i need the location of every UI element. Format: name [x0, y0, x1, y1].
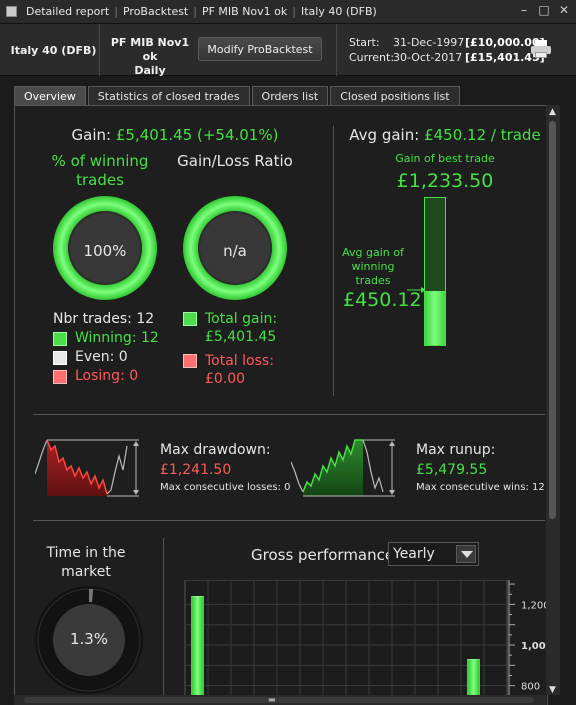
gain-loss-ratio-title: Gain/Loss Ratio [177, 152, 293, 170]
period-select-value: Yearly [393, 546, 435, 562]
gain-summary: Gain: £5,401.45 (+54.01%) [15, 126, 335, 144]
winning-legend-swatch [53, 331, 67, 346]
time-in-market-title: Time in the market [46, 545, 126, 580]
avg-winning-value: £450.12 [343, 289, 422, 311]
printer-icon[interactable] [531, 40, 551, 58]
max-consecutive-wins: Max consecutive wins: 12 [416, 482, 545, 493]
scroll-down-icon[interactable]: ▼ [549, 685, 556, 695]
winning-trades-value: 100% [83, 242, 127, 260]
gain-label: Gain: [71, 126, 112, 144]
modify-probacktest-button[interactable]: Modify ProBacktest [198, 37, 322, 61]
runup-mini-chart [291, 439, 395, 497]
title-segment: ProBacktest [122, 5, 189, 18]
current-capital: [£15,401.45] [465, 51, 545, 64]
minimize-icon[interactable]: – [521, 3, 527, 17]
max-runup-label: Max runup: [416, 442, 496, 458]
tab-closed-positions-list[interactable]: Closed positions list [330, 86, 460, 106]
overview-panel: Gain: £5,401.45 (+54.01%) % of winning t… [14, 105, 548, 705]
header-divider [336, 24, 337, 76]
total-gain-value: £5,401.45 [205, 329, 277, 345]
gross-performance-chart: 1,200 1,000 800 [184, 580, 548, 705]
section-divider [33, 414, 545, 415]
report-header: Italy 40 (DFB) PF MIB Nov1 ok Daily Modi… [0, 24, 576, 78]
y-tick-label: 1,000 [521, 641, 548, 652]
app-icon [6, 6, 17, 17]
gain-loss-value: n/a [223, 242, 247, 260]
report-tabs: Overview Statistics of closed trades Ord… [14, 86, 462, 106]
horizontal-scrollbar[interactable]: ▬ [14, 695, 546, 705]
winning-count: Winning: 12 [75, 330, 159, 346]
max-drawdown-label: Max drawdown: [160, 442, 271, 458]
strategy-name: PF MIB Nov1 ok [110, 36, 190, 63]
y-tick-label: 800 [521, 682, 540, 693]
winning-trades-ring [53, 196, 157, 300]
tab-overview[interactable]: Overview [14, 86, 86, 106]
max-consecutive-losses: Max consecutive losses: 0 [160, 482, 291, 493]
section-divider [33, 520, 545, 521]
scroll-thumb[interactable] [24, 697, 534, 703]
max-drawdown-value: £1,241.50 [160, 462, 232, 478]
date-range: Start: 31-Dec-1997 [£10,000.00] Current:… [349, 35, 545, 65]
title-segment: PF MIB Nov1 ok [201, 5, 288, 18]
title-segment: Italy 40 (DFB) [301, 5, 377, 18]
performance-bar[interactable] [191, 596, 204, 705]
time-in-market-ring [35, 586, 143, 694]
even-legend-swatch [53, 350, 67, 365]
close-icon[interactable]: ✕ [558, 3, 570, 17]
scroll-up-icon[interactable]: ▲ [549, 107, 556, 117]
section-divider [163, 538, 164, 705]
drawdown-mini-chart [35, 439, 139, 497]
nbr-trades: Nbr trades: 12 [53, 311, 155, 327]
max-runup-value: £5,479.55 [416, 462, 488, 478]
current-date: 30-Oct-2017 [393, 51, 463, 64]
maximize-icon[interactable]: □ [538, 3, 550, 17]
start-capital: [£10,000.00] [465, 36, 545, 49]
losing-count: Losing: 0 [75, 368, 139, 384]
tab-orders-list[interactable]: Orders list [251, 86, 329, 106]
best-trade-value: £1,233.50 [396, 170, 494, 192]
gross-performance-title: Gross performance [251, 546, 395, 564]
title-segment: Detailed report [26, 5, 110, 18]
avg-winning-label: Avg gain of winning trades [342, 246, 404, 287]
total-gain-label: Total gain: [205, 311, 278, 327]
total-gain-swatch [183, 312, 197, 326]
start-date: 31-Dec-1997 [393, 36, 465, 49]
losing-legend-swatch [53, 369, 67, 384]
total-loss-label: Total loss: [205, 353, 274, 369]
avg-pointer-arrow-icon [407, 287, 426, 293]
best-trade-label: Gain of best trade [395, 152, 495, 165]
avg-gain: Avg gain: £450.12 / trade [345, 126, 545, 144]
section-divider [333, 126, 334, 396]
period-select[interactable]: Yearly [388, 542, 479, 566]
start-label: Start: [349, 36, 380, 49]
instrument-name: Italy 40 (DFB) [8, 24, 100, 76]
gain-loss-totals: Total gain: £5,401.45 Total loss: £0.00 [183, 310, 277, 388]
performance-bar[interactable] [467, 659, 480, 705]
avg-gain-label: Avg gain: [349, 126, 420, 144]
strategy-info: PF MIB Nov1 ok Daily [104, 36, 196, 78]
title-bar: Detailed report | ProBacktest | PF MIB Nov… [0, 0, 576, 24]
window-controls: – □ ✕ [518, 3, 570, 17]
total-loss-swatch [183, 354, 197, 368]
gain-loss-ring [183, 196, 287, 300]
title-bar-text: Detailed report | ProBacktest | PF MIB Nov… [6, 5, 382, 18]
y-tick-label: 1,200 [521, 600, 548, 611]
time-in-market-value: 1.3% [69, 630, 109, 648]
trade-counts: Nbr trades: 12 Winning: 12 Even: 0 Losin… [53, 310, 159, 386]
avg-gain-fill [425, 291, 445, 345]
tab-statistics-closed-trades[interactable]: Statistics of closed trades [87, 86, 250, 106]
winning-trades-title: % of winning trades [51, 152, 149, 189]
total-loss-value: £0.00 [205, 371, 246, 387]
even-count: Even: 0 [75, 349, 128, 365]
chevron-down-icon[interactable] [456, 545, 476, 563]
scroll-thumb[interactable] [549, 121, 556, 519]
gain-value: £5,401.45 (+54.01%) [115, 126, 279, 144]
vertical-scrollbar[interactable]: ▲ ▼ [546, 105, 560, 695]
avg-gain-value: £450.12 / trade [424, 126, 541, 144]
current-label: Current: [349, 51, 395, 64]
grip-icon: ▬ [268, 695, 276, 704]
strategy-timeframe: Daily [134, 64, 166, 77]
avg-vs-best-gauge [424, 197, 446, 346]
